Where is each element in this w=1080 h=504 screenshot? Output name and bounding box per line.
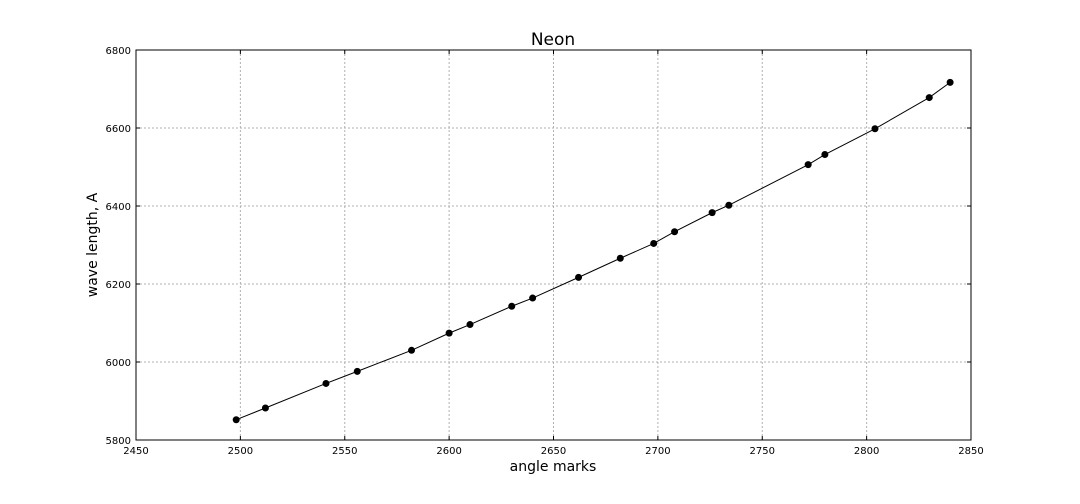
y-tick-label: 6000 bbox=[106, 358, 131, 369]
x-ticks: 2450 2500 2550 2600 2650 2700 2750 2800 2850 bbox=[123, 50, 984, 457]
data-series bbox=[232, 78, 954, 424]
y-ticks: 5800 6000 6200 6400 6600 6800 bbox=[106, 46, 971, 447]
data-point bbox=[616, 254, 624, 262]
x-axis-title: angle marks bbox=[510, 459, 597, 475]
plot-area bbox=[135, 49, 972, 441]
y-tick-label: 6400 bbox=[106, 202, 131, 213]
data-point bbox=[575, 273, 583, 281]
data-point bbox=[871, 125, 879, 133]
x-tick-label: 2450 bbox=[123, 446, 148, 457]
data-point bbox=[804, 161, 812, 169]
x-tick-label: 2500 bbox=[228, 446, 253, 457]
data-point bbox=[445, 329, 453, 337]
data-point bbox=[946, 78, 954, 86]
data-point bbox=[353, 367, 361, 375]
x-tick-label: 2600 bbox=[436, 446, 461, 457]
data-point bbox=[261, 404, 269, 412]
y-tick-label: 6200 bbox=[106, 280, 131, 291]
data-point bbox=[466, 321, 474, 329]
data-point bbox=[671, 228, 679, 236]
x-tick-label: 2850 bbox=[958, 446, 983, 457]
x-tick-label: 2550 bbox=[332, 446, 357, 457]
data-point bbox=[925, 94, 933, 102]
data-point bbox=[650, 239, 658, 247]
y-tick-label: 6600 bbox=[106, 124, 131, 135]
x-tick-label: 2800 bbox=[854, 446, 879, 457]
data-point bbox=[708, 209, 716, 217]
data-point bbox=[232, 416, 240, 424]
y-axis-title: wave length, A bbox=[85, 192, 101, 297]
x-tick-label: 2750 bbox=[750, 446, 775, 457]
chart-title: Neon bbox=[531, 30, 575, 50]
y-tick-label: 5800 bbox=[106, 436, 131, 447]
series-line bbox=[236, 81, 951, 421]
x-tick-label: 2700 bbox=[645, 446, 670, 457]
data-point bbox=[408, 346, 416, 354]
data-point bbox=[322, 379, 330, 387]
x-tick-label: 2650 bbox=[541, 446, 566, 457]
grid-lines bbox=[136, 50, 971, 440]
data-point bbox=[821, 151, 829, 159]
data-point bbox=[725, 201, 733, 209]
data-point bbox=[508, 302, 516, 310]
data-point bbox=[529, 294, 537, 302]
y-tick-label: 6800 bbox=[106, 46, 131, 57]
